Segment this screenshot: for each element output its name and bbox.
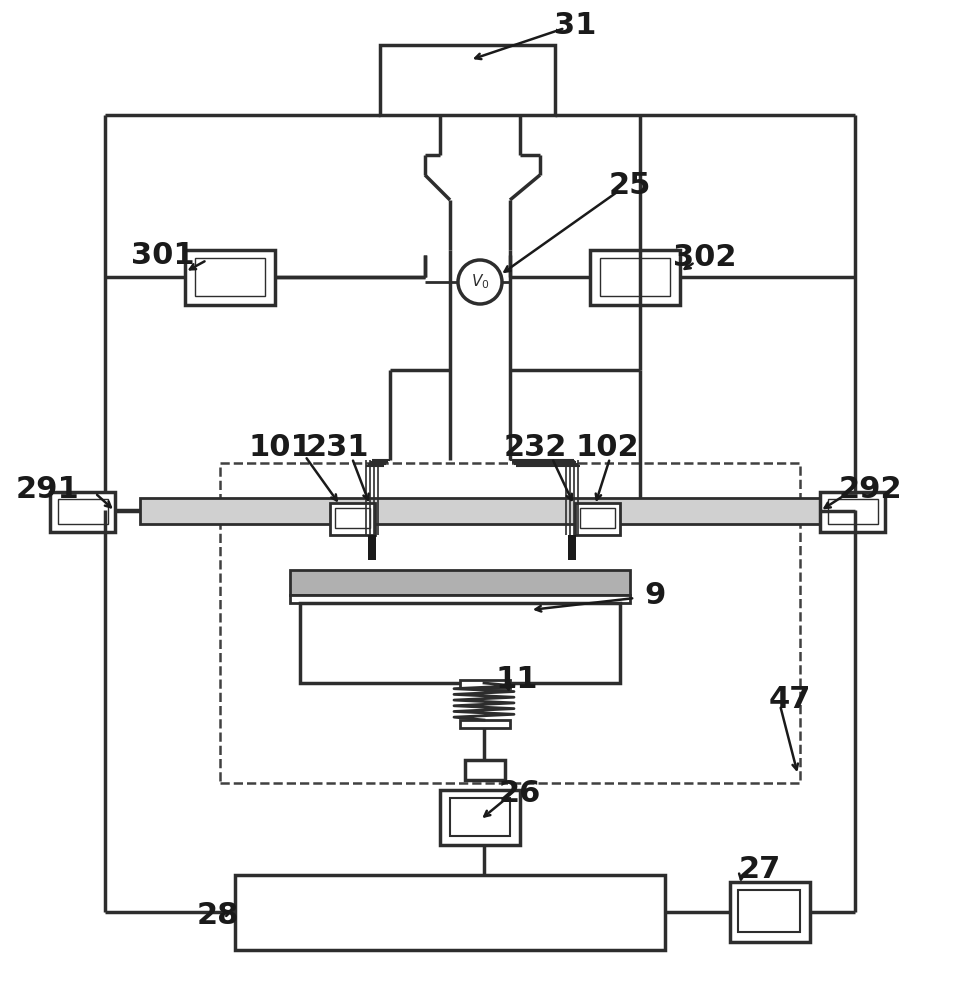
Text: 9: 9 [644,580,666,609]
Text: $V_0$: $V_0$ [471,273,489,291]
Text: 27: 27 [739,856,781,884]
Bar [440,790,520,845]
Bar [738,890,800,932]
Text: 11: 11 [496,666,538,694]
Bar [580,508,615,528]
Text: 232: 232 [503,434,567,462]
Text: 101: 101 [248,434,312,462]
Bar [220,463,800,783]
Bar [290,595,630,603]
Bar [380,45,555,115]
Bar [140,498,820,524]
Bar [600,258,670,296]
Bar [568,535,576,560]
Text: 47: 47 [768,686,811,714]
Text: 301: 301 [131,240,195,269]
Text: 102: 102 [576,434,639,462]
Text: 25: 25 [609,170,651,200]
Text: 31: 31 [554,10,596,39]
Bar [368,535,376,560]
Bar [330,503,375,535]
Bar [450,798,510,836]
Bar [235,875,665,950]
Bar [590,250,680,305]
Bar [575,503,620,535]
Bar [300,603,620,683]
Bar [460,720,510,728]
Text: 28: 28 [197,900,239,930]
Bar [465,760,505,780]
Text: 291: 291 [16,476,79,504]
Text: 26: 26 [499,778,542,808]
Bar [50,492,115,532]
Bar [290,570,630,595]
Bar [335,508,370,528]
Bar [58,499,108,524]
Text: 292: 292 [838,476,902,504]
Bar [195,258,265,296]
Text: 231: 231 [305,434,369,462]
Bar [730,882,810,942]
Bar [828,499,878,524]
Bar [820,492,885,532]
Bar [185,250,275,305]
Text: 302: 302 [673,243,736,272]
Bar [460,680,510,688]
